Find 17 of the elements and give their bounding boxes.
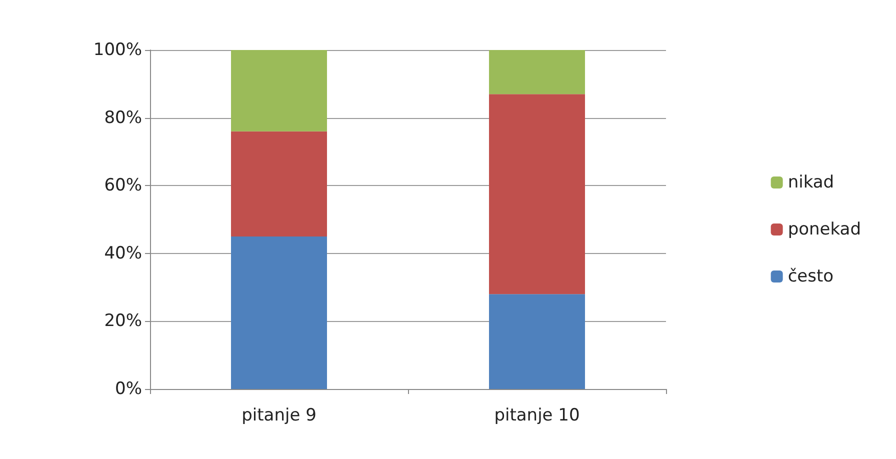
y-tick-label: 60% [104, 176, 142, 196]
bar [489, 50, 585, 94]
y-tick-label: 80% [104, 108, 142, 128]
legend-label: ponekad [788, 220, 862, 240]
bar [231, 50, 327, 132]
bar [489, 294, 585, 389]
y-tick-label: 100% [93, 40, 142, 60]
legend-label: često [788, 266, 834, 286]
bar [231, 131, 327, 236]
x-tick-label: pitanje 9 [242, 406, 316, 426]
y-tick-label: 20% [104, 311, 142, 332]
legend-label: nikad [788, 172, 834, 192]
y-tick-label: 0% [115, 379, 142, 399]
x-tick-label: pitanje 10 [494, 406, 580, 426]
y-tick-label: 40% [104, 243, 142, 264]
bar [231, 236, 327, 389]
bar [489, 94, 585, 294]
